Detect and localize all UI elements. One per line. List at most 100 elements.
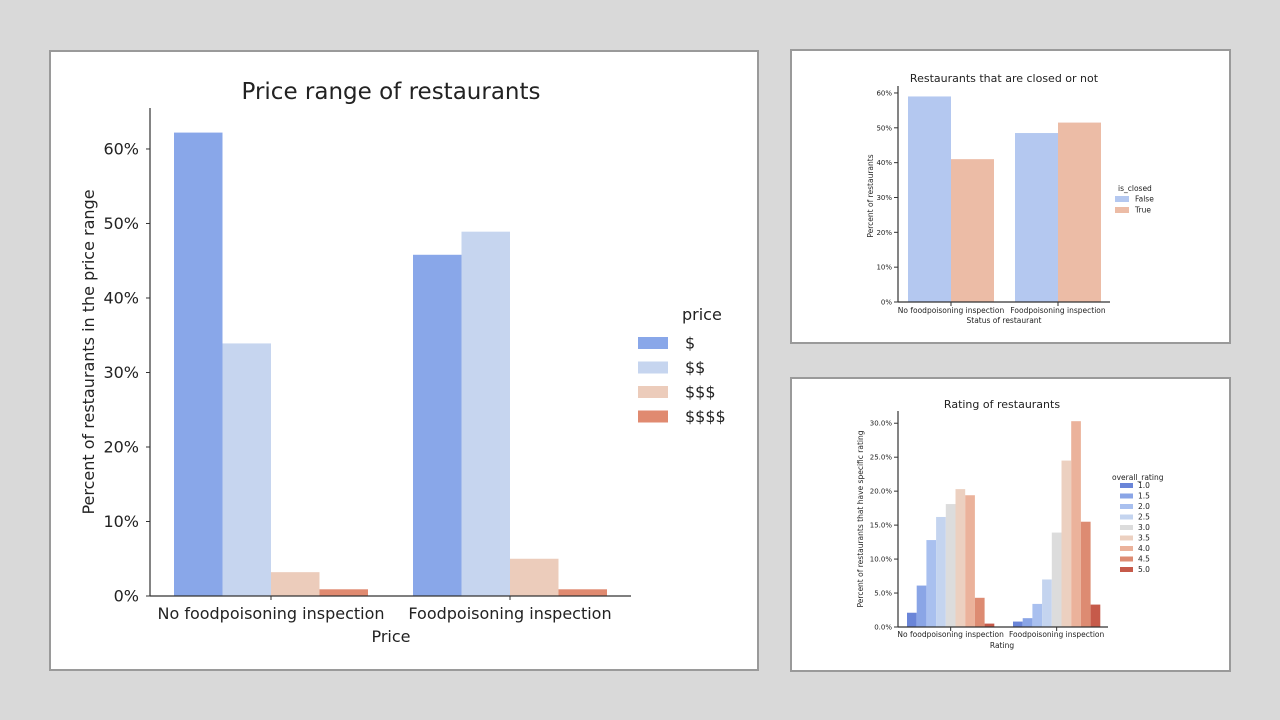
legend-label: 3.5	[1138, 534, 1150, 543]
bar-1_0-1	[1013, 621, 1023, 627]
rating-chart-panel: Rating of restaurants 0.0% 5.0% 10.0% 15.0% 2…	[790, 377, 1231, 672]
legend-label: $$	[685, 358, 705, 377]
legend-label: 2.5	[1138, 513, 1150, 522]
bar-usd-0	[174, 132, 223, 597]
closed-status-chart: Restaurants that are closed or not 0% 10% 2…	[866, 72, 1154, 325]
y-tick-label: 60%	[103, 140, 139, 159]
bar-usdusdusd-0	[271, 572, 320, 596]
chart-title: Price range of restaurants	[242, 79, 541, 105]
legend-swatch	[638, 386, 668, 398]
bar-usdusd-1	[461, 231, 510, 596]
legend-label: 1.5	[1138, 492, 1150, 501]
x-axis-label: Status of restaurant	[967, 316, 1042, 325]
y-tick-label: 50%	[103, 214, 139, 233]
legend-title: overall_rating	[1112, 473, 1164, 482]
chart-title: Restaurants that are closed or not	[910, 72, 1099, 85]
bar-usdusdusd-1	[510, 558, 559, 596]
y-tick-label: 30%	[103, 363, 139, 382]
y-tick-label: 20%	[103, 438, 139, 457]
legend-swatch	[1120, 514, 1133, 520]
legend-swatch	[1120, 546, 1133, 551]
legend-label: 1.0	[1138, 481, 1150, 490]
x-tick-label: Foodpoisoning inspection	[408, 604, 611, 623]
x-axis-label: Price	[371, 627, 410, 646]
y-tick-label: 30.0%	[870, 420, 893, 428]
legend-swatch	[1115, 207, 1129, 213]
bar-usdusd-0	[222, 343, 271, 596]
y-tick-label: 10%	[876, 264, 892, 272]
y-tick-label: 20%	[876, 229, 892, 237]
legend-swatch	[1120, 525, 1133, 530]
x-tick-label: Foodpoisoning inspection	[1009, 630, 1105, 639]
y-tick-label: 10.0%	[870, 556, 893, 564]
legend-label: 2.0	[1138, 502, 1150, 511]
bar-4_0-1	[1071, 421, 1081, 627]
bar-3_5-1	[1061, 460, 1072, 627]
y-tick-label: 25.0%	[870, 454, 893, 462]
legend-swatch	[1120, 535, 1133, 541]
bar-2_0-0	[926, 540, 937, 627]
legend-swatch	[638, 337, 668, 349]
bar-1_0-0	[907, 612, 917, 627]
legend-swatch	[1115, 196, 1129, 202]
y-tick-label: 0%	[114, 587, 139, 606]
bar-3_5-0	[955, 489, 966, 627]
y-tick-label: 30%	[876, 194, 892, 202]
legend-label: 4.0	[1138, 544, 1150, 553]
legend-title: price	[682, 305, 722, 324]
x-tick-label: No foodpoisoning inspection	[157, 604, 384, 623]
y-axis-label: Percent of restaurants	[866, 154, 875, 237]
y-axis-label: Percent of restaurants in the price rang…	[79, 189, 98, 514]
legend-swatch	[1120, 493, 1133, 499]
bar-5_0-0	[984, 623, 995, 627]
bar-False-0	[908, 96, 951, 302]
bar-2_5-0	[936, 516, 946, 627]
bar-2_0-1	[1032, 603, 1043, 627]
bar-True-1	[1058, 122, 1101, 302]
bar-True-0	[951, 159, 994, 302]
x-tick-label: Foodpoisoning inspection	[1010, 306, 1106, 315]
bar-usdusdusdusd-1	[558, 589, 607, 596]
x-axis-label: Rating	[990, 641, 1014, 650]
legend-swatch	[1120, 567, 1133, 572]
price-range-chart: Price range of restaurants 0% 10% 20% 30% 40%…	[79, 79, 726, 646]
y-tick-label: 10%	[103, 512, 139, 531]
legend-label: 5.0	[1138, 565, 1150, 574]
legend-label: 3.0	[1138, 523, 1150, 532]
y-tick-label: 20.0%	[870, 488, 893, 496]
y-tick-label: 0.0%	[874, 623, 892, 631]
legend-label: $$$$	[685, 407, 726, 426]
legend-swatch	[1120, 504, 1133, 509]
y-tick-label: 50%	[876, 124, 892, 132]
y-tick-label: 40%	[103, 289, 139, 308]
closed-status-chart-panel: Restaurants that are closed or not 0% 10% 2…	[790, 49, 1231, 344]
y-tick-label: 5.0%	[874, 589, 892, 597]
y-tick-label: 0%	[881, 298, 892, 306]
legend-label: $$$	[685, 383, 716, 402]
y-tick-label: 40%	[876, 159, 892, 167]
y-tick-label: 15.0%	[870, 522, 893, 530]
legend-title: is_closed	[1118, 184, 1152, 193]
y-tick-label: 60%	[876, 89, 892, 97]
legend-label: $	[685, 334, 695, 353]
bar-3_0-0	[945, 504, 956, 627]
x-tick-label: No foodpoisoning inspection	[897, 630, 1004, 639]
bar-usd-1	[413, 254, 462, 596]
legend-label: 4.5	[1138, 555, 1150, 564]
chart-title: Rating of restaurants	[944, 398, 1060, 411]
bar-4_5-1	[1080, 521, 1091, 627]
legend-swatch	[638, 410, 668, 423]
rating-chart: Rating of restaurants 0.0% 5.0% 10.0% 15.0% 2…	[856, 398, 1164, 650]
x-tick-label: No foodpoisoning inspection	[898, 306, 1005, 315]
legend-swatch	[1120, 556, 1133, 562]
legend-label: False	[1135, 195, 1154, 204]
y-axis-label: Percent of restaurants that have specifi…	[856, 430, 865, 607]
bar-3_0-1	[1051, 532, 1062, 627]
legend-label: True	[1134, 206, 1151, 215]
bar-4_5-0	[974, 597, 985, 627]
bar-1_5-0	[916, 585, 927, 627]
bar-usdusdusdusd-0	[319, 589, 368, 596]
bar-4_0-0	[965, 495, 975, 627]
bar-1_5-1	[1022, 618, 1033, 627]
bar-False-1	[1015, 133, 1058, 302]
